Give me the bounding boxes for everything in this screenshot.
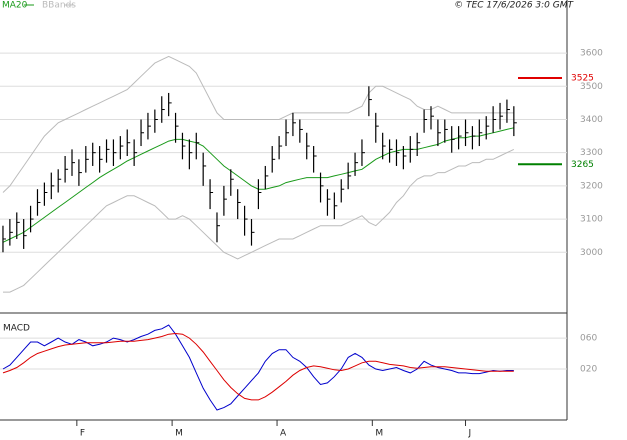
x-tick-label: J (468, 429, 472, 439)
x-tick-label: M (375, 429, 383, 439)
x-tick-label: A (280, 429, 287, 439)
source: © TEC 17/6/2026 3:0 GMT (454, 1, 574, 11)
y-tick-label: 3400 (580, 115, 603, 125)
band-lower (3, 148, 515, 293)
y-tick-label: 3100 (580, 215, 603, 225)
legend-label: BBands (42, 1, 76, 11)
macd-line (2, 332, 514, 401)
legend-label: MA20 (2, 1, 28, 11)
y-tick-label: 060 (580, 334, 597, 344)
y-tick-label: 3500 (580, 82, 603, 92)
y-tick-label: 3000 (580, 248, 603, 258)
level-label: 3525 (571, 74, 594, 84)
x-tick-label: F (80, 429, 85, 439)
y-tick-label: 3600 (580, 49, 603, 59)
y-tick-label: 3200 (580, 181, 603, 191)
panel-title: MACD (3, 324, 30, 334)
band-upper (2, 55, 514, 193)
macd-line (2, 324, 514, 411)
y-tick-label: 020 (580, 365, 597, 375)
level-label: 3265 (571, 160, 594, 170)
x-tick-label: M (175, 429, 183, 439)
y-tick-label: 3300 (580, 148, 603, 158)
